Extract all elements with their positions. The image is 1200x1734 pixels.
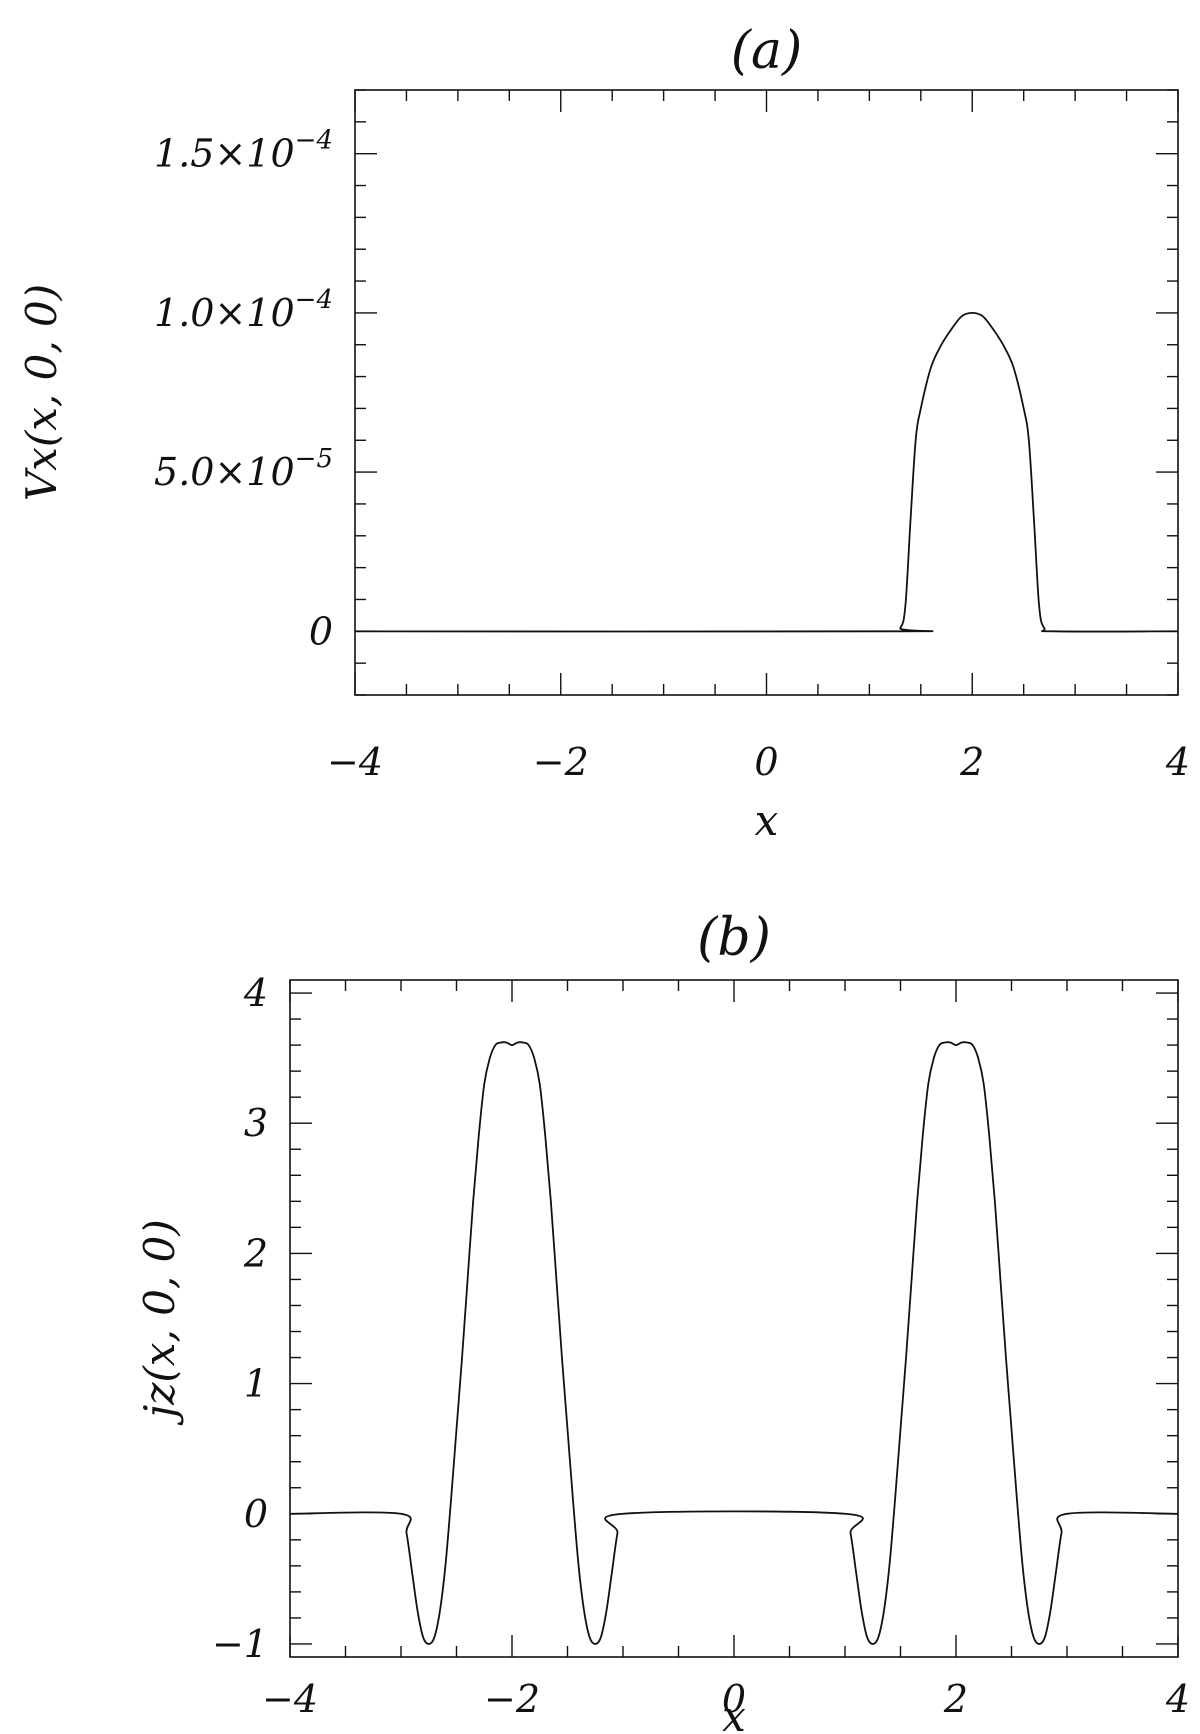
- chart-panel-b: (b) −4 −2 0 2 4 x −1 0 1 2 3 4 jz(x, 0, 0): [135, 908, 1190, 1734]
- series-line-0: [289, 1041, 1179, 1645]
- x-tick-label: 2: [943, 1677, 968, 1721]
- x-tick-label: 4: [1165, 1677, 1190, 1721]
- y-tick-label: −1: [212, 1622, 268, 1666]
- y-tick-label: 0: [244, 1492, 268, 1536]
- chart-panel-a: (a) −4 −2 0 2 4 x 0 5.0×10−5 1.0×10−4 1.5×10−4 Vx(x…: [17, 21, 1190, 845]
- x-axis-label: x: [722, 1692, 746, 1734]
- series-line-0: [354, 311, 1179, 633]
- x-tick-label: −2: [533, 740, 589, 784]
- y-axis-label: Vx(x, 0, 0): [17, 284, 66, 501]
- x-axis-label: x: [755, 796, 779, 845]
- x-tick-label: −4: [327, 740, 383, 784]
- x-tick-label: −4: [262, 1677, 318, 1721]
- x-tick-label: 0: [722, 1677, 746, 1721]
- chart-title: (a): [731, 21, 803, 81]
- y-tick-label: 1.5×10−4: [154, 126, 333, 176]
- chart-title: (b): [697, 908, 771, 968]
- x-tick-label: −2: [484, 1677, 540, 1721]
- x-tick-label: 2: [959, 740, 984, 784]
- x-tick-label: 0: [754, 740, 778, 784]
- y-tick-label: 1.0×10−4: [154, 285, 333, 335]
- y-axis-label: jz(x, 0, 0): [135, 1219, 184, 1425]
- plot-frame: [289, 979, 1179, 1658]
- y-tick-label: 5.0×10−5: [154, 444, 333, 494]
- y-tick-label: 4: [243, 971, 268, 1015]
- y-tick-label: 1: [244, 1362, 268, 1406]
- x-tick-label: 4: [1165, 740, 1190, 784]
- y-tick-label: 0: [309, 609, 333, 653]
- y-tick-label: 3: [244, 1101, 268, 1145]
- plot-frame: [354, 89, 1179, 696]
- y-tick-label: 2: [243, 1231, 268, 1275]
